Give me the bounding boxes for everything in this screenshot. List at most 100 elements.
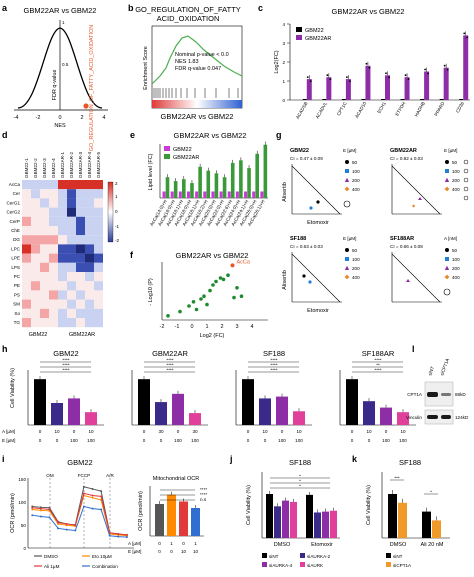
panel-g-legend-open-marker <box>443 288 451 296</box>
panel-b-stat: NES 1.83 <box>175 59 199 65</box>
panel-h-a-value: 0 <box>351 429 354 434</box>
panel-g-legend-marker <box>444 265 450 270</box>
panel-i-phase: A/R <box>106 473 114 478</box>
panel-d-letter: d <box>2 130 8 140</box>
panel-j-bar <box>290 501 297 538</box>
panel-d-heat-cell <box>67 253 76 263</box>
panel-i-phase: FCCP <box>78 473 91 478</box>
panel-d-heat-cell <box>40 290 49 300</box>
panel-c-category-label: ECH1 <box>376 101 387 114</box>
panel-k-group-label: Ali 20 nM <box>421 542 444 548</box>
panel-d-row-label: SM <box>13 302 20 307</box>
panel-i-bar-sig-label: n.s <box>200 497 207 502</box>
panel-g-legend-label: 200 <box>352 266 360 271</box>
panel-h-e-value: 0 <box>368 438 371 443</box>
panel-h-e-value: 100 <box>382 438 390 443</box>
panel-h-bar <box>85 412 97 425</box>
panel-e-bar-treat <box>263 144 268 198</box>
panel-a-ylabel: FDR q-value <box>52 70 58 101</box>
panel-g-chart-sf188ar: SF188AR CI = 0.66 ± 0.08 A [nM] <box>390 236 457 303</box>
panel-c-bar-treat <box>404 77 410 100</box>
panel-l-blot-vinculin <box>424 409 454 425</box>
panel-c-category-label: HADHB <box>414 101 426 117</box>
panel-g-ci: CI = 0.82 ± 0.03 <box>390 156 423 161</box>
panel-c-dot <box>463 32 466 35</box>
panel-c-bar-ctrl <box>341 99 346 100</box>
panel-i-series-point <box>91 487 94 490</box>
panel-k-title: SF188 <box>399 458 421 467</box>
panel-h: h Cell Viability (%) GBM2200100010010100… <box>2 344 416 443</box>
panel-c-category-label: ETFDH <box>394 101 406 117</box>
panel-d-row-label: PE <box>14 283 20 288</box>
panel-a-xtick: 0 <box>58 115 61 121</box>
panel-i-ylabel: OCR (pmol/min) <box>10 493 16 533</box>
panel-h-a-value: 0 <box>247 429 250 434</box>
panel-d-heat-cell <box>31 235 40 245</box>
panel-d-heat-cell <box>85 253 94 263</box>
panel-f-point <box>221 277 226 282</box>
panel-h-bar <box>51 403 63 425</box>
panel-d-heat-cell <box>76 180 85 190</box>
panel-k: k SF188 Cell Viability (%) **** DMSO Ali… <box>352 454 450 568</box>
panel-f-xlabel: Log2 (FC) <box>200 333 225 339</box>
panel-d-heat-cell <box>31 226 40 236</box>
panel-i-bar-row-a: A [µM] <box>128 541 141 546</box>
panel-h-row-label-e: E [µM] <box>2 438 15 443</box>
panel-d-heat-cell <box>85 198 94 208</box>
panel-i-series-point <box>65 522 68 525</box>
panel-e-bar-treat <box>190 183 194 198</box>
panel-g-legend-label: 400 <box>352 275 360 280</box>
panel-g-chart-title: GBM22AR <box>390 148 417 154</box>
panel-a-xtick: -2 <box>36 115 41 121</box>
panel-d-heat-cell <box>31 207 40 217</box>
panel-g-point <box>302 274 306 278</box>
panel-c-bar-ctrl <box>361 99 366 100</box>
panel-i-series-line <box>32 505 127 538</box>
panel-d-heat-cell <box>94 235 103 245</box>
panel-d-heat-cell <box>94 308 103 318</box>
panel-d-heat-cell <box>49 281 58 291</box>
panel-d-heat-cell <box>58 244 67 254</box>
panel-e-bar-treat <box>230 162 235 198</box>
panel-f-point <box>205 302 209 307</box>
panel-d-row-label: AcCa <box>9 182 21 187</box>
panel-i-bar-e-value: 0 <box>158 549 161 554</box>
panel-c-bar-ctrl <box>420 99 425 100</box>
panel-d-colorbar <box>107 181 114 243</box>
panel-j-ylabel: Cell Viability (%) <box>246 485 252 525</box>
panel-c-legend-label: GBM22 <box>305 28 324 34</box>
panel-e-letter: e <box>130 130 135 140</box>
panel-f-marks: AcCa <box>166 259 251 318</box>
panel-c-dot <box>404 74 407 77</box>
panel-c-ytick-label: 4 <box>282 22 285 27</box>
panel-c-category-label: ACAD10 <box>354 101 367 119</box>
panel-d-heat-cell <box>67 207 76 217</box>
panel-d-heat-cell <box>85 226 94 236</box>
panel-f-point <box>191 300 196 304</box>
panel-h-bar <box>138 379 150 425</box>
panel-d-row-label: PS <box>14 292 20 297</box>
panel-h-sig-label: **** <box>62 358 69 363</box>
panel-d-heat-cell <box>67 318 76 328</box>
panel-j-legend-label: siAURKA-2 <box>307 554 331 559</box>
panel-g-legend-marker <box>344 274 350 280</box>
panel-d-heat-cell <box>94 189 103 199</box>
panel-g-legend-open-marker <box>463 195 469 201</box>
panel-f-point <box>208 288 212 293</box>
panel-g-legends: 50 100 200 400 50 100 200 400 50 100 200 400 50 100 20… <box>343 159 469 296</box>
panel-g-legend-label: 200 <box>452 266 460 271</box>
panel-c-legend-swatch-ctrl <box>296 27 302 32</box>
panel-f: f GBM22AR vs GBM22 - Log10 (P) AcCa -2 -… <box>130 250 268 339</box>
panel-g-legend-marker <box>444 177 450 182</box>
panel-d-heat-cell <box>31 318 40 328</box>
panel-e-bar-treat <box>206 170 211 198</box>
panel-i-letter: i <box>2 454 5 464</box>
panel-a-xtick: -4 <box>14 115 19 121</box>
panel-d-heat-cell <box>22 198 31 208</box>
panel-h-row-label-a: A [µM] <box>2 429 15 434</box>
panel-i-ytick: 0 <box>23 546 26 551</box>
panel-c-dot <box>326 74 329 77</box>
panel-i-series-point <box>74 529 77 532</box>
panel-i-bar-row-e: E [µM] <box>128 549 141 554</box>
panel-g: g GBM22 CI = 0.47 ± 0.09 E [µM] GBM22AR … <box>276 130 469 314</box>
